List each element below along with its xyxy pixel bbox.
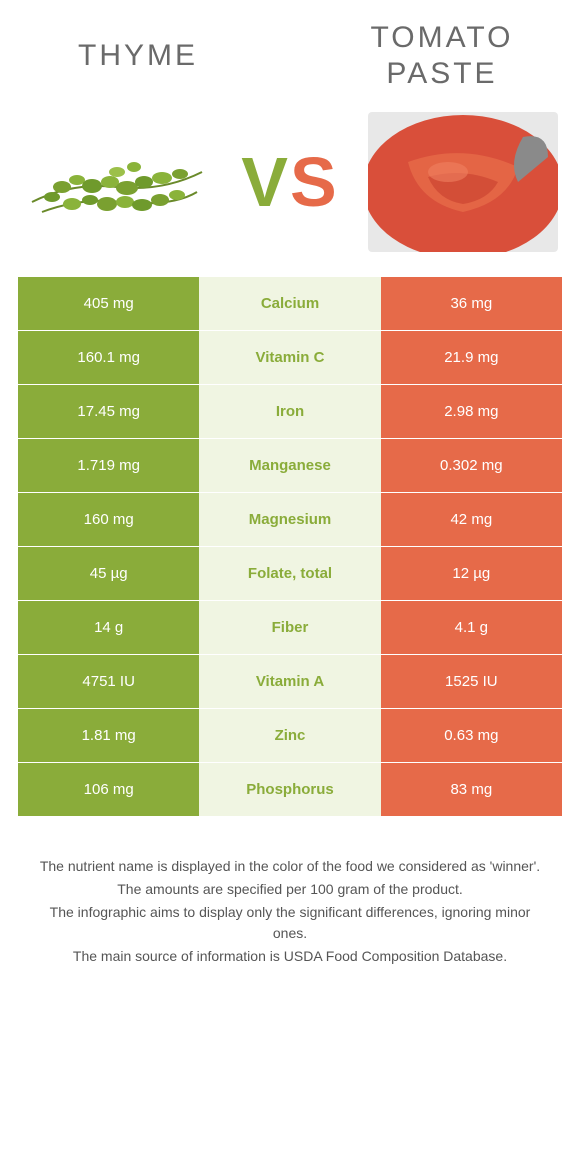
- nutrient-label: Fiber: [199, 601, 380, 654]
- table-row: 405 mgCalcium36 mg: [18, 276, 562, 330]
- value-right: 0.63 mg: [381, 709, 562, 762]
- value-left: 405 mg: [18, 277, 199, 330]
- table-row: 4751 IUVitamin A1525 IU: [18, 654, 562, 708]
- table-row: 17.45 mgIron2.98 mg: [18, 384, 562, 438]
- hero-row: VS: [18, 112, 562, 252]
- vs-v: V: [241, 142, 290, 222]
- value-right: 12 µg: [381, 547, 562, 600]
- value-left: 14 g: [18, 601, 199, 654]
- value-right: 21.9 mg: [381, 331, 562, 384]
- vs-s: S: [290, 142, 339, 222]
- nutrient-label: Zinc: [199, 709, 380, 762]
- table-row: 1.719 mgManganese0.302 mg: [18, 438, 562, 492]
- nutrient-label: Magnesium: [199, 493, 380, 546]
- value-left: 4751 IU: [18, 655, 199, 708]
- nutrient-label: Vitamin A: [199, 655, 380, 708]
- vs-label: VS: [241, 142, 338, 222]
- nutrient-label: Vitamin C: [199, 331, 380, 384]
- value-right: 36 mg: [381, 277, 562, 330]
- value-left: 160 mg: [18, 493, 199, 546]
- infographic-container: Thyme Tomato paste: [0, 0, 580, 989]
- nutrient-label: Folate, total: [199, 547, 380, 600]
- header-titles: Thyme Tomato paste: [18, 20, 562, 92]
- value-right: 1525 IU: [381, 655, 562, 708]
- value-left: 106 mg: [18, 763, 199, 816]
- title-right: Tomato paste: [342, 20, 542, 92]
- value-right: 2.98 mg: [381, 385, 562, 438]
- table-row: 45 µgFolate, total12 µg: [18, 546, 562, 600]
- thyme-image: [22, 112, 212, 252]
- value-right: 83 mg: [381, 763, 562, 816]
- title-left: Thyme: [38, 38, 238, 74]
- value-left: 45 µg: [18, 547, 199, 600]
- nutrient-table: 405 mgCalcium36 mg160.1 mgVitamin C21.9 …: [18, 276, 562, 816]
- value-left: 17.45 mg: [18, 385, 199, 438]
- value-right: 0.302 mg: [381, 439, 562, 492]
- value-left: 1.81 mg: [18, 709, 199, 762]
- footer-line-2: The amounts are specified per 100 gram o…: [38, 879, 542, 900]
- footer-line-1: The nutrient name is displayed in the co…: [38, 856, 542, 877]
- tomato-paste-image: [368, 112, 558, 252]
- table-row: 160 mgMagnesium42 mg: [18, 492, 562, 546]
- table-row: 14 gFiber4.1 g: [18, 600, 562, 654]
- nutrient-label: Iron: [199, 385, 380, 438]
- nutrient-label: Manganese: [199, 439, 380, 492]
- nutrient-label: Phosphorus: [199, 763, 380, 816]
- value-left: 1.719 mg: [18, 439, 199, 492]
- value-right: 4.1 g: [381, 601, 562, 654]
- value-left: 160.1 mg: [18, 331, 199, 384]
- footer-line-3: The infographic aims to display only the…: [38, 902, 542, 944]
- footer-line-4: The main source of information is USDA F…: [38, 946, 542, 967]
- table-row: 106 mgPhosphorus83 mg: [18, 762, 562, 816]
- table-row: 1.81 mgZinc0.63 mg: [18, 708, 562, 762]
- nutrient-label: Calcium: [199, 277, 380, 330]
- footer-notes: The nutrient name is displayed in the co…: [18, 856, 562, 967]
- value-right: 42 mg: [381, 493, 562, 546]
- table-row: 160.1 mgVitamin C21.9 mg: [18, 330, 562, 384]
